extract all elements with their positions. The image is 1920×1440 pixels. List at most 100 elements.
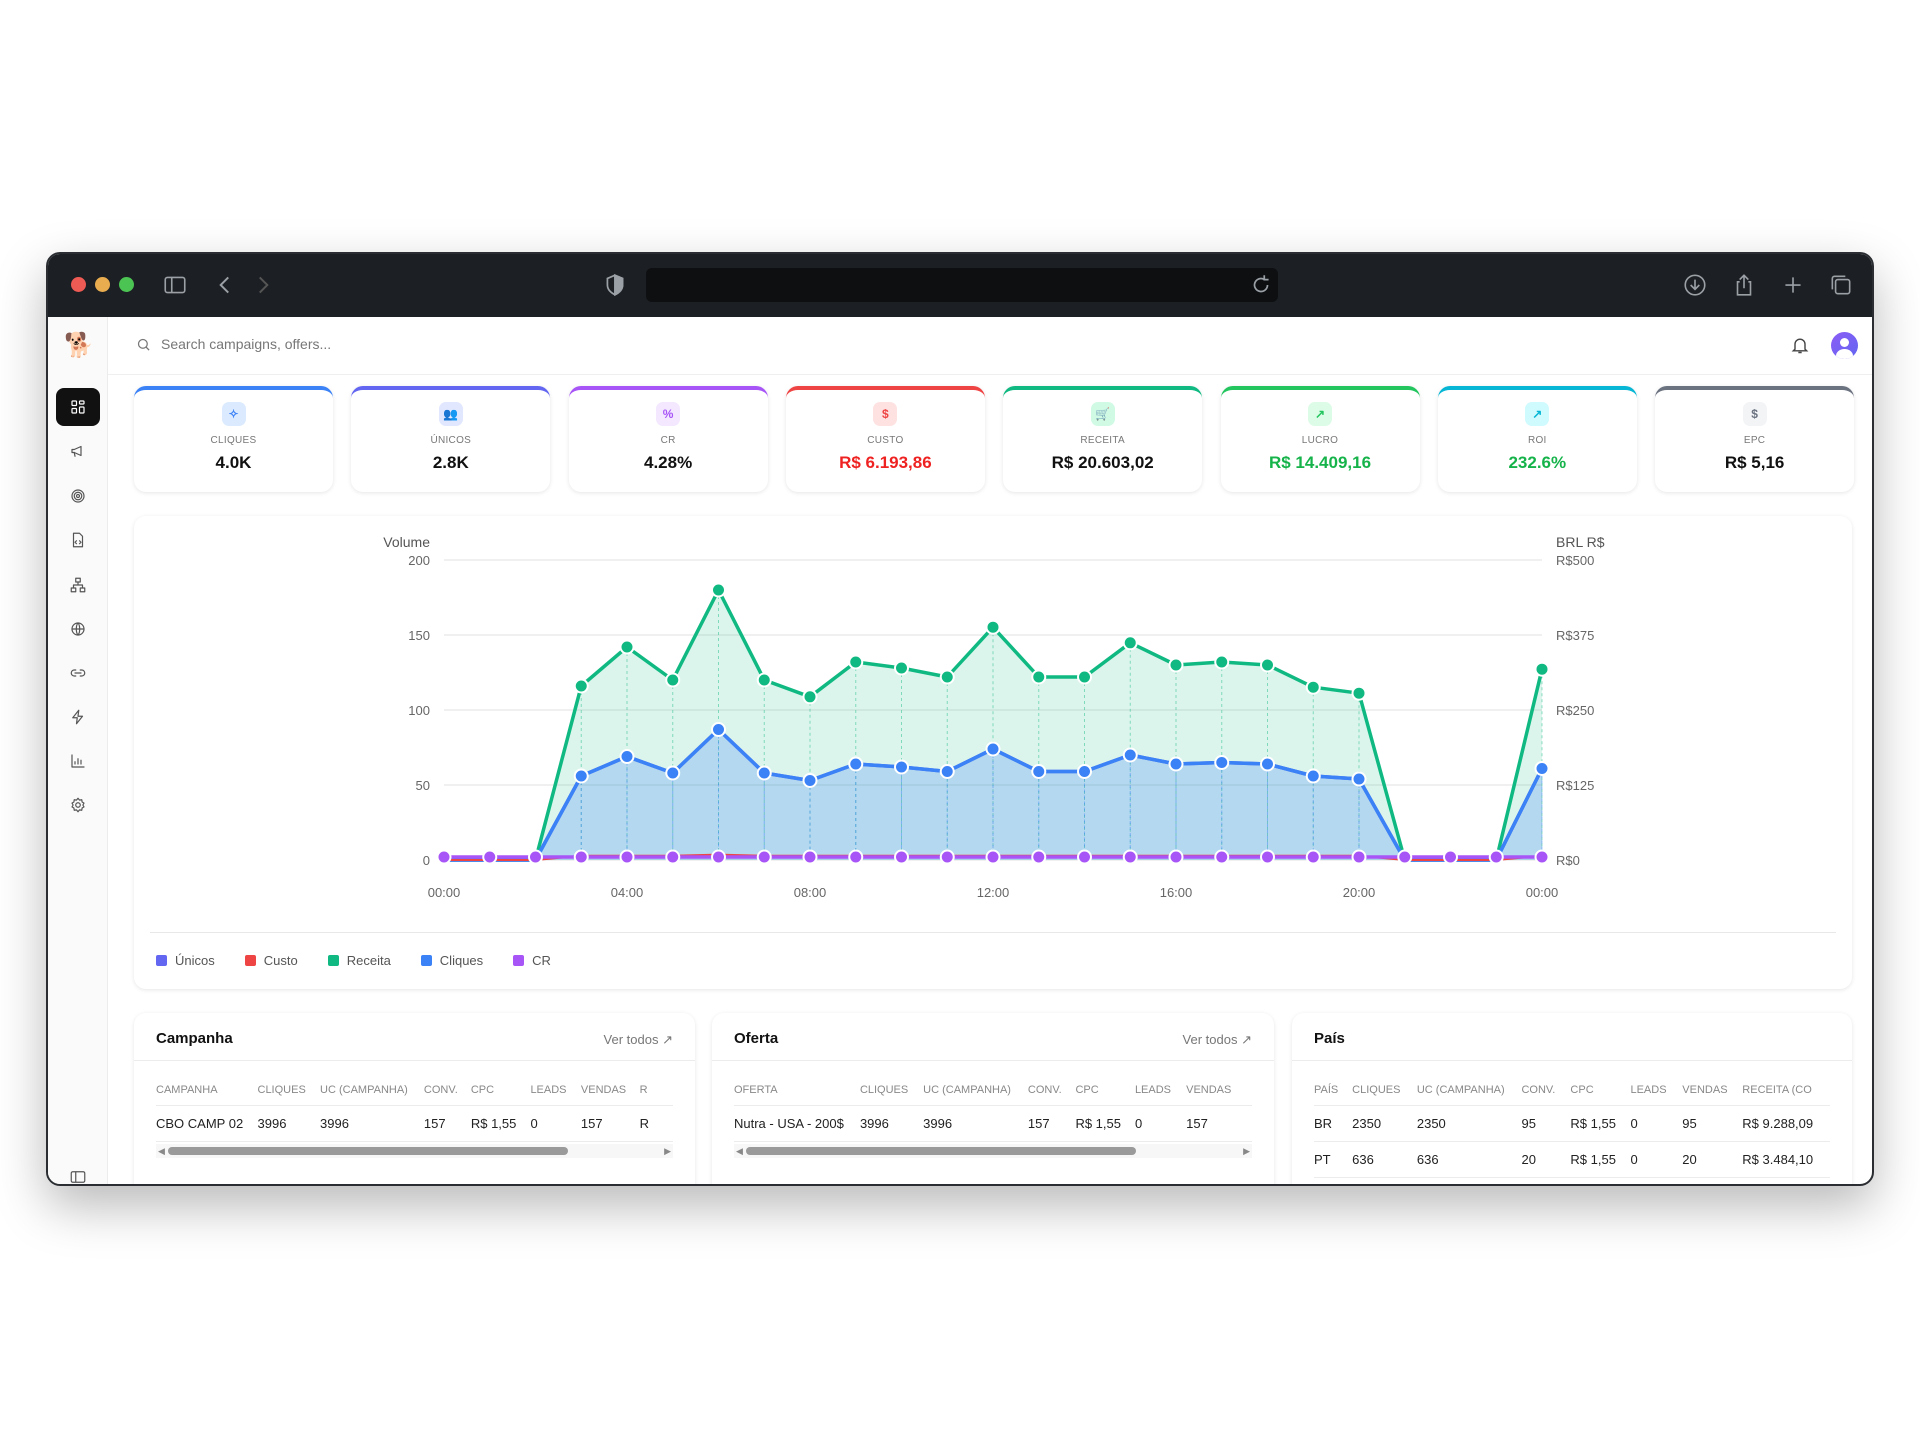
maximize-window-button[interactable] [119,277,134,292]
column-header[interactable]: CPC [1570,1075,1631,1106]
kpi-value: R$ 20.603,02 [1051,453,1154,472]
kpi-value: 4.0K [215,453,252,472]
horizontal-scrollbar[interactable]: ◀ ▶ [156,1143,673,1158]
column-header[interactable]: VENDAS [1186,1075,1252,1106]
column-header[interactable]: CPC [470,1075,531,1106]
data-point-receita [1351,685,1367,701]
column-header[interactable]: OFERTA [734,1075,860,1106]
column-header[interactable]: CONV. [1521,1075,1571,1106]
column-header[interactable]: CONV. [1027,1075,1076,1106]
scrollbar-thumb[interactable] [746,1146,1136,1155]
new-tab-icon[interactable] [1780,272,1806,298]
close-window-button[interactable] [71,277,86,292]
sidebar-item-zap[interactable] [56,698,100,736]
column-header[interactable]: UC (CAMPANHA) [923,1075,1028,1106]
scroll-left-icon[interactable]: ◀ [736,1145,743,1156]
data-point-cr [1351,849,1367,865]
column-header[interactable]: CONV. [423,1075,471,1106]
kpi-value: R$ 14.409,16 [1268,453,1372,472]
data-point-cliques [665,765,681,781]
kpi-value: R$ 5,16 [1724,453,1785,472]
search-box[interactable] [136,336,561,352]
legend-label: CR [532,953,551,968]
sidebar-toggle-icon[interactable] [162,272,188,298]
table-card-2: País PAÍS CLIQUES UC (CAMPANHA) CONV. CPC LEAD… [1292,1013,1852,1184]
kpi-label: EPC [1743,435,1766,446]
legend-item[interactable]: Únicos [156,953,215,968]
column-header[interactable]: VENDAS [1682,1075,1743,1106]
bell-icon[interactable] [1790,335,1810,355]
data-point-cliques [1305,768,1321,784]
legend-item[interactable]: Custo [244,953,298,968]
column-header[interactable]: CLIQUES [1352,1075,1417,1106]
column-header[interactable]: CPC [1075,1075,1135,1106]
search-input[interactable] [161,336,561,352]
shield-icon[interactable] [602,272,628,298]
reload-icon[interactable] [1248,272,1274,298]
data-point-cr [985,849,1001,865]
table-row[interactable]: BR 2350 2350 95 R$ 1,55 0 95 R$ 9.288,09 [1314,1105,1830,1142]
sidebar-item-settings[interactable] [56,786,100,824]
scroll-right-icon[interactable]: ▶ [1243,1145,1250,1156]
table-row[interactable]: Nutra - USA - 200$ 3996 3996 157 R$ 1,55 0 157 [734,1105,1252,1142]
sidebar: 🐕 [48,317,108,1184]
column-header[interactable]: VENDAS [580,1075,640,1106]
sidebar-item-bar-chart[interactable] [56,742,100,780]
legend-item[interactable]: Receita [327,953,391,968]
sidebar-item-network[interactable] [56,566,100,604]
column-header[interactable]: CLIQUES [257,1075,321,1106]
sidebar-item-link[interactable] [56,654,100,692]
data-point-receita [573,678,589,694]
kpi-card-epc: $ EPC R$ 5,16 [1655,386,1855,492]
column-header[interactable]: LEADS [1630,1075,1683,1106]
sidebar-item-target[interactable] [56,477,100,515]
horizontal-scrollbar[interactable]: ◀ ▶ [734,1143,1252,1158]
sidebar-item-file-code[interactable] [56,521,100,559]
scroll-right-icon[interactable]: ▶ [664,1145,671,1156]
table-scroll-area[interactable]: PAÍS CLIQUES UC (CAMPANHA) CONV. CPC LEADS VEN… [1314,1075,1830,1178]
forward-icon[interactable] [250,272,276,298]
tabs-overview-icon[interactable] [1828,272,1854,298]
view-all-link[interactable]: Ver todos ↗ [604,1032,673,1048]
column-header[interactable]: CAMPANHA [156,1075,258,1106]
sidebar-item-dashboard[interactable] [56,388,100,426]
column-header[interactable]: UC (CAMPANHA) [320,1075,424,1106]
legend-swatch [327,955,339,966]
x-tick-label: 12:00 [977,885,1010,900]
column-header[interactable]: LEADS [530,1075,581,1106]
data-point-cliques [939,764,955,779]
data-point-cliques [1031,764,1047,779]
table-row[interactable]: PT 636 636 20 R$ 1,55 0 20 R$ 3.484,10 [1314,1141,1830,1178]
address-bar[interactable] [646,268,1278,302]
table-scroll-area[interactable]: OFERTA CLIQUES UC (CAMPANHA) CONV. CPC LEADS V… [734,1075,1252,1158]
column-header[interactable]: LEADS [1134,1075,1187,1106]
sidebar-item-globe[interactable] [56,610,100,648]
table-scroll-area[interactable]: CAMPANHA CLIQUES UC (CAMPANHA) CONV. CPC LEAD… [156,1075,673,1158]
column-header[interactable]: CLIQUES [859,1075,924,1106]
avatar[interactable] [1831,332,1858,359]
sidebar-item-megaphone[interactable] [56,432,100,470]
minimize-window-button[interactable] [95,277,110,292]
table-row[interactable]: CBO CAMP 02 3996 3996 157 R$ 1,55 0 157 R [156,1105,673,1142]
collapse-sidebar-button[interactable] [56,1158,100,1184]
back-icon[interactable] [212,272,238,298]
table-cell: 3996 [257,1105,321,1142]
legend-label: Custo [263,953,298,968]
kpi-card-únicos: 👥 ÚNICOS 2.8K [351,386,551,492]
share-icon[interactable] [1731,272,1757,298]
y2-tick-label: R$0 [1556,853,1580,868]
column-header[interactable]: PAÍS [1314,1075,1353,1106]
legend-item[interactable]: CR [513,953,551,968]
scrollbar-thumb[interactable] [168,1146,568,1155]
table-header-row: PAÍS CLIQUES UC (CAMPANHA) CONV. CPC LEADS VEN… [1314,1075,1830,1106]
view-all-link[interactable]: Ver todos ↗ [1183,1032,1252,1048]
column-header[interactable]: UC (CAMPANHA) [1416,1075,1522,1106]
legend-item[interactable]: Cliques [420,953,483,968]
scroll-left-icon[interactable]: ◀ [158,1145,165,1156]
column-header[interactable]: R [639,1075,673,1106]
y2-tick-label: R$375 [1556,628,1594,643]
column-header[interactable]: RECEITA (CO [1742,1075,1830,1106]
data-point-cliques [1534,761,1550,776]
table-cell: 2350 [1352,1105,1417,1142]
download-icon[interactable] [1682,272,1708,298]
